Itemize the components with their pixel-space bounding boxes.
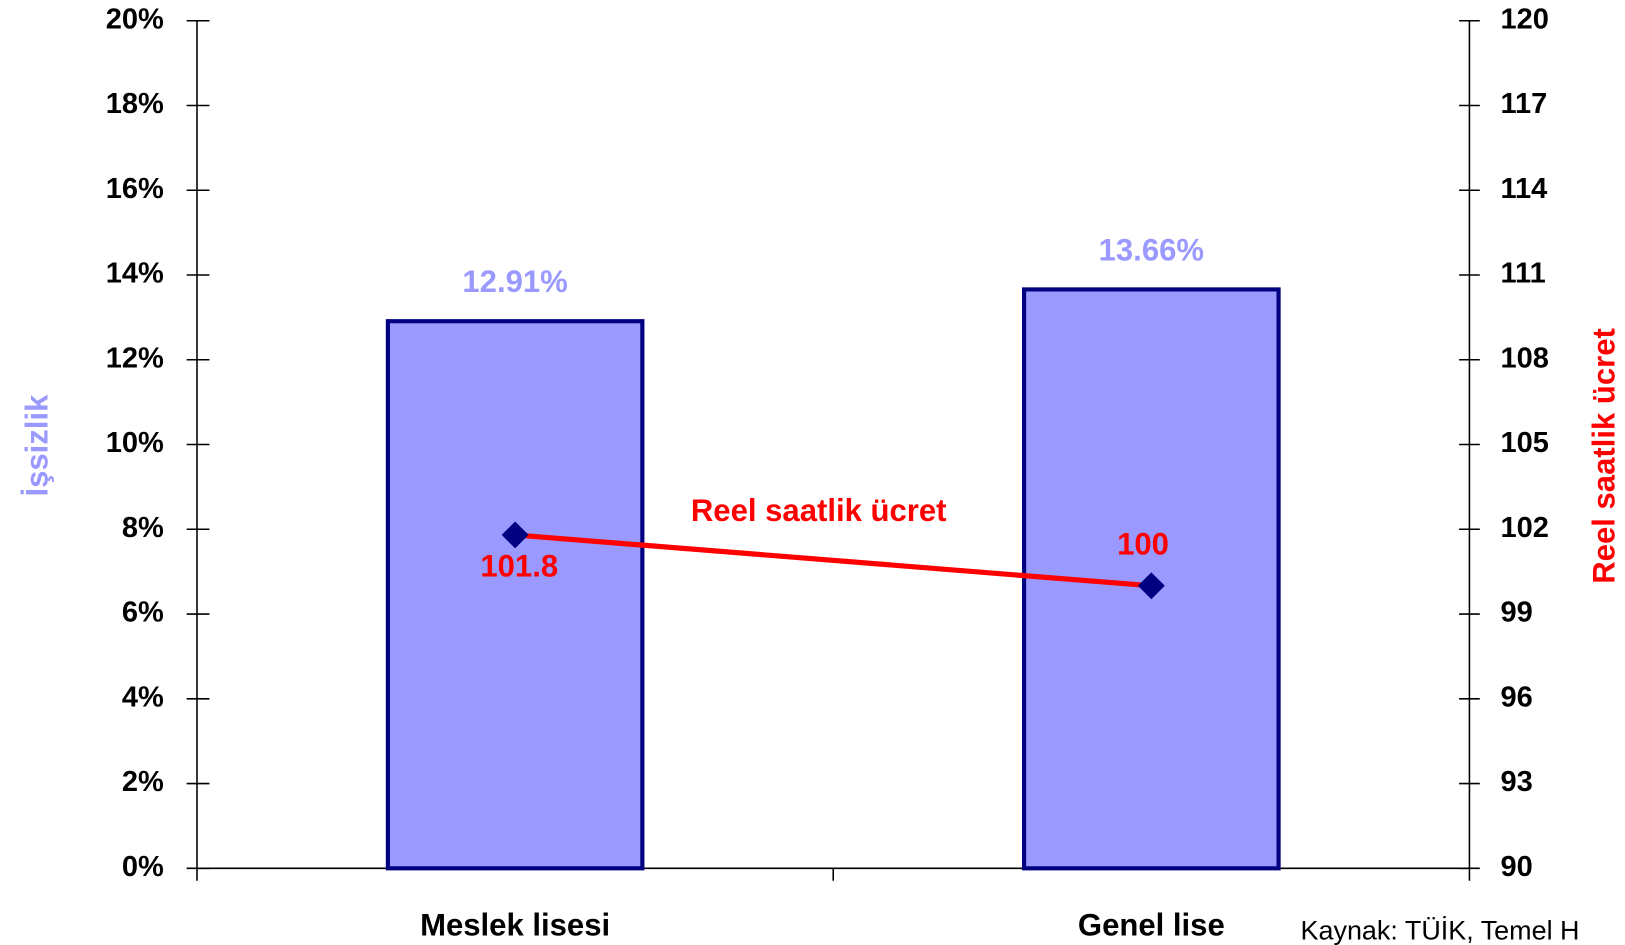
y2-tick-label: 117 — [1501, 88, 1548, 120]
line-value-label: 100 — [1117, 527, 1169, 562]
line-annotation: Reel saatlik ücret — [691, 493, 947, 528]
y-tick-label: 12% — [106, 342, 164, 374]
line-series — [514, 532, 1152, 589]
line-value-label: 101.8 — [480, 548, 558, 583]
y-tick-label: 10% — [106, 427, 164, 459]
y2-tick-label: 90 — [1501, 851, 1533, 883]
bar-value-label: 12.91% — [462, 264, 567, 299]
y-tick-label: 16% — [106, 173, 164, 205]
line-marker — [501, 521, 529, 549]
y2-tick-label: 108 — [1501, 342, 1549, 374]
y2-tick-label: 111 — [1501, 258, 1546, 290]
x-tick-label: Meslek lisesi — [420, 908, 610, 943]
y-tick-label: 4% — [122, 681, 164, 713]
y-tick-label: 14% — [106, 258, 164, 290]
y2-axis-title: Reel saatlik ücret — [1586, 328, 1621, 584]
y-tick-label: 18% — [106, 88, 164, 120]
y2-tick-label: 96 — [1501, 681, 1533, 713]
y-axis-title: İşsizlik — [20, 394, 55, 497]
y-tick-label: 20% — [106, 3, 164, 35]
bar-value-label: 13.66% — [1099, 232, 1204, 267]
x-tick-label: Genel lise — [1078, 908, 1225, 943]
y2-tick-label: 93 — [1501, 766, 1533, 798]
source-note: Kaynak: TÜİK, Temel H — [1301, 915, 1580, 945]
y2-tick-label: 120 — [1501, 3, 1549, 35]
y-tick-label: 2% — [122, 766, 164, 798]
y-tick-label: 8% — [122, 512, 164, 544]
y2-tick-label: 105 — [1501, 427, 1549, 459]
bar — [385, 319, 645, 871]
y-tick-label: 0% — [122, 851, 164, 883]
y2-tick-label: 99 — [1501, 597, 1533, 629]
y2-tick-label: 102 — [1501, 512, 1549, 544]
y2-tick-label: 114 — [1501, 173, 1548, 205]
y-tick-label: 6% — [122, 597, 164, 629]
